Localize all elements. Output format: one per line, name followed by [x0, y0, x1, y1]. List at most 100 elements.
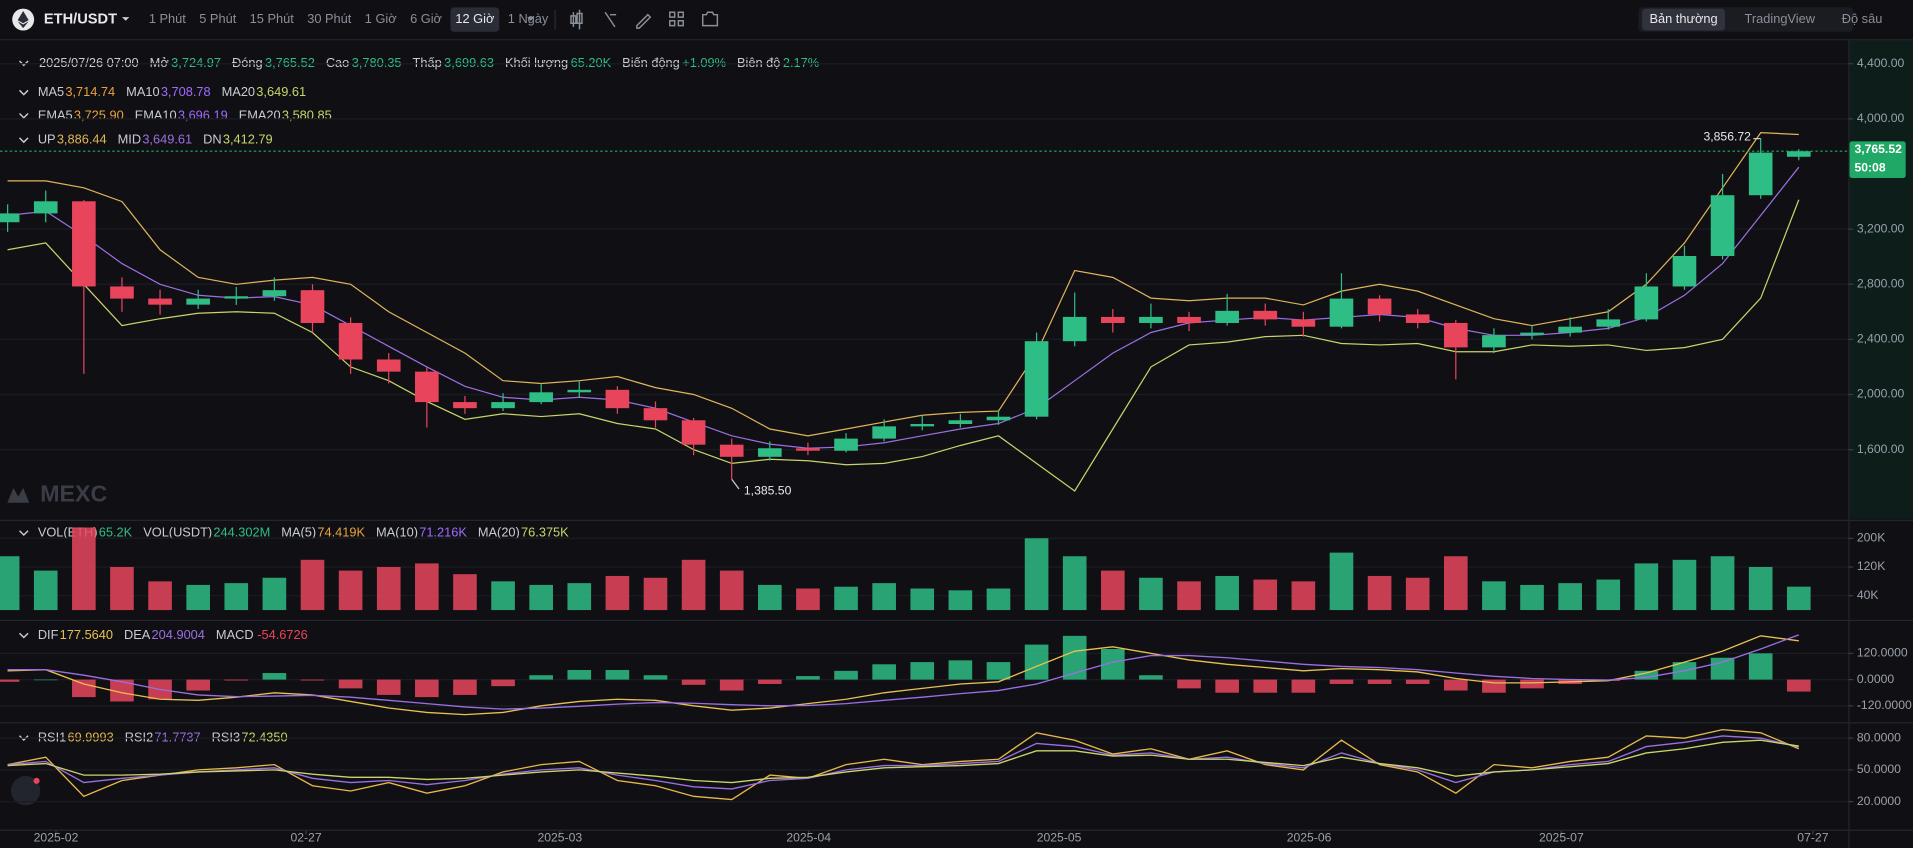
interval-option[interactable]: 5 Phút: [199, 11, 236, 26]
interval-option[interactable]: 12 Giờ: [455, 11, 495, 26]
legend-text: DEA: [124, 627, 151, 642]
draw-icon[interactable]: [636, 13, 652, 29]
screenshot-icon[interactable]: [702, 11, 719, 27]
candle-icon[interactable]: [570, 9, 583, 30]
volume-bar: [948, 590, 973, 611]
legend-text: 3,714.74: [65, 84, 115, 99]
legend-text: MA5: [38, 84, 64, 99]
legend-text: DN: [203, 132, 221, 147]
legend-text: DIF: [38, 627, 59, 642]
candle-body: [1520, 332, 1544, 336]
collapse-chevron[interactable]: [19, 530, 29, 537]
interval-option[interactable]: 1 Giờ: [365, 11, 397, 26]
candle-body: [910, 424, 935, 427]
collapse-chevron[interactable]: [19, 112, 29, 119]
view-option[interactable]: Độ sâu: [1842, 11, 1883, 26]
legend-text: MID: [118, 132, 141, 147]
macd-bar: [376, 679, 401, 695]
volume-bar: [796, 588, 820, 611]
candle-body: [872, 426, 896, 439]
macd-line: [7, 635, 1799, 716]
legend-text: MA(20): [478, 525, 520, 540]
y-tick-label: -120.0000: [1857, 698, 1912, 712]
collapse-chevron[interactable]: [19, 89, 29, 96]
macd-bar: [1329, 679, 1354, 684]
legend-text: 71.216K: [419, 525, 467, 540]
macd-bar: [605, 669, 630, 680]
active-view-bg: [1642, 8, 1725, 31]
collapse-chevron[interactable]: [19, 137, 29, 144]
pair-name[interactable]: ETH/USDT: [44, 11, 117, 27]
interval-option[interactable]: 1 Ngày: [508, 11, 549, 26]
candle-body: [262, 290, 287, 297]
floating-button[interactable]: [10, 775, 41, 806]
interval-option[interactable]: 6 Giờ: [410, 11, 442, 26]
y-tick-label: 80.0000: [1857, 730, 1901, 744]
macd-bar: [567, 669, 592, 680]
legend-text: 3,649.61: [142, 132, 192, 147]
volume-bar: [1215, 575, 1239, 611]
macd-bar: [681, 679, 706, 685]
candle-body: [1139, 316, 1163, 323]
collapse-chevron[interactable]: [19, 632, 29, 639]
volume-bar: [1786, 586, 1811, 611]
volume-bar: [529, 584, 553, 611]
legend-text: 3,725.90: [74, 107, 124, 122]
pair-dropdown[interactable]: [122, 17, 130, 21]
legend-text: MA(5): [281, 525, 316, 540]
annotation-label: 3,856.72: [1703, 130, 1751, 144]
interval-option[interactable]: 15 Phút: [250, 11, 295, 26]
macd-bar: [72, 679, 96, 698]
macd-bar: [1177, 679, 1201, 689]
y-tick-label: 2,000.00: [1857, 387, 1905, 401]
watermark-logo: [7, 488, 30, 503]
candle-body: [1786, 151, 1811, 157]
legend-text: 3,886.44: [57, 132, 107, 147]
legend-text: MA10: [126, 84, 159, 99]
collapse-chevron[interactable]: [19, 60, 29, 67]
candle-body: [186, 298, 210, 305]
macd-bar: [0, 679, 20, 682]
y-tick-label: 200K: [1857, 531, 1885, 545]
macd-bar: [1101, 648, 1125, 680]
x-tick-label: 2025-06: [1287, 830, 1332, 844]
macd-line: [7, 634, 1800, 710]
legend-text: Thấp: [413, 55, 442, 70]
volume-bar: [719, 570, 744, 611]
volume-bar: [1558, 583, 1582, 611]
annotation-label: 1,385.50: [744, 484, 792, 498]
volume-bar: [376, 566, 401, 611]
collapse-chevron[interactable]: [19, 735, 29, 742]
candle-body: [681, 420, 706, 445]
volume-bar: [1520, 584, 1544, 611]
interval-option[interactable]: 1 Phút: [149, 11, 186, 26]
volume-bar: [910, 588, 935, 611]
candle-body: [1367, 298, 1392, 315]
view-option[interactable]: Bản thường: [1649, 11, 1717, 26]
legend-text: 3,708.78: [161, 84, 211, 99]
volume-bar: [0, 556, 20, 611]
macd-bar: [491, 679, 515, 687]
macd-bar: [33, 679, 58, 681]
interval-option[interactable]: 30 Phút: [307, 11, 352, 26]
view-option[interactable]: TradingView: [1745, 11, 1816, 26]
macd-bar: [300, 679, 325, 681]
volume-bar: [1101, 570, 1125, 611]
candle-body: [453, 402, 477, 409]
candle-body: [1558, 326, 1582, 333]
y-tick-label: 40K: [1857, 588, 1879, 602]
volume-bar: [567, 583, 592, 611]
candle-body: [338, 322, 363, 360]
volume-bar: [1443, 556, 1468, 611]
interval-dropdown[interactable]: [527, 17, 535, 21]
legend-text: Biên độ: [737, 55, 780, 70]
legend-text: 244.302M: [213, 525, 270, 540]
indicator-icon[interactable]: [604, 11, 617, 28]
macd-bar: [1253, 679, 1278, 693]
volume-bar: [1024, 538, 1049, 611]
legend-text: -54.6726: [257, 627, 308, 642]
layout-icon[interactable]: [669, 11, 684, 27]
volume-bar: [262, 577, 287, 611]
